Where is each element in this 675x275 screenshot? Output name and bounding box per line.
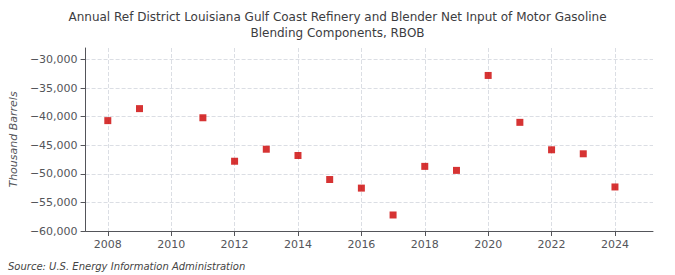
svg-text:2022: 2022 <box>538 238 566 251</box>
svg-text:Blending Components, RBOB: Blending Components, RBOB <box>250 26 424 40</box>
svg-text:2018: 2018 <box>411 238 439 251</box>
svg-text:2008: 2008 <box>94 238 122 251</box>
svg-text:Annual Ref District Louisiana: Annual Ref District Louisiana Gulf Coast… <box>68 10 606 24</box>
svg-text:2024: 2024 <box>601 238 629 251</box>
svg-text:−30,000: −30,000 <box>30 53 78 66</box>
svg-text:−55,000: −55,000 <box>30 196 78 209</box>
svg-text:Thousand Barrels: Thousand Barrels <box>7 91 20 187</box>
svg-text:−50,000: −50,000 <box>30 167 78 180</box>
svg-text:−45,000: −45,000 <box>30 139 78 152</box>
svg-text:−35,000: −35,000 <box>30 82 78 95</box>
svg-text:Source: U.S. Energy Informatio: Source: U.S. Energy Information Administ… <box>8 261 245 272</box>
svg-text:−60,000: −60,000 <box>30 225 78 238</box>
svg-text:2016: 2016 <box>347 238 375 251</box>
svg-text:−40,000: −40,000 <box>30 110 78 123</box>
svg-text:2014: 2014 <box>284 238 312 251</box>
svg-text:2010: 2010 <box>157 238 185 251</box>
svg-text:2020: 2020 <box>474 238 502 251</box>
svg-text:2012: 2012 <box>221 238 249 251</box>
